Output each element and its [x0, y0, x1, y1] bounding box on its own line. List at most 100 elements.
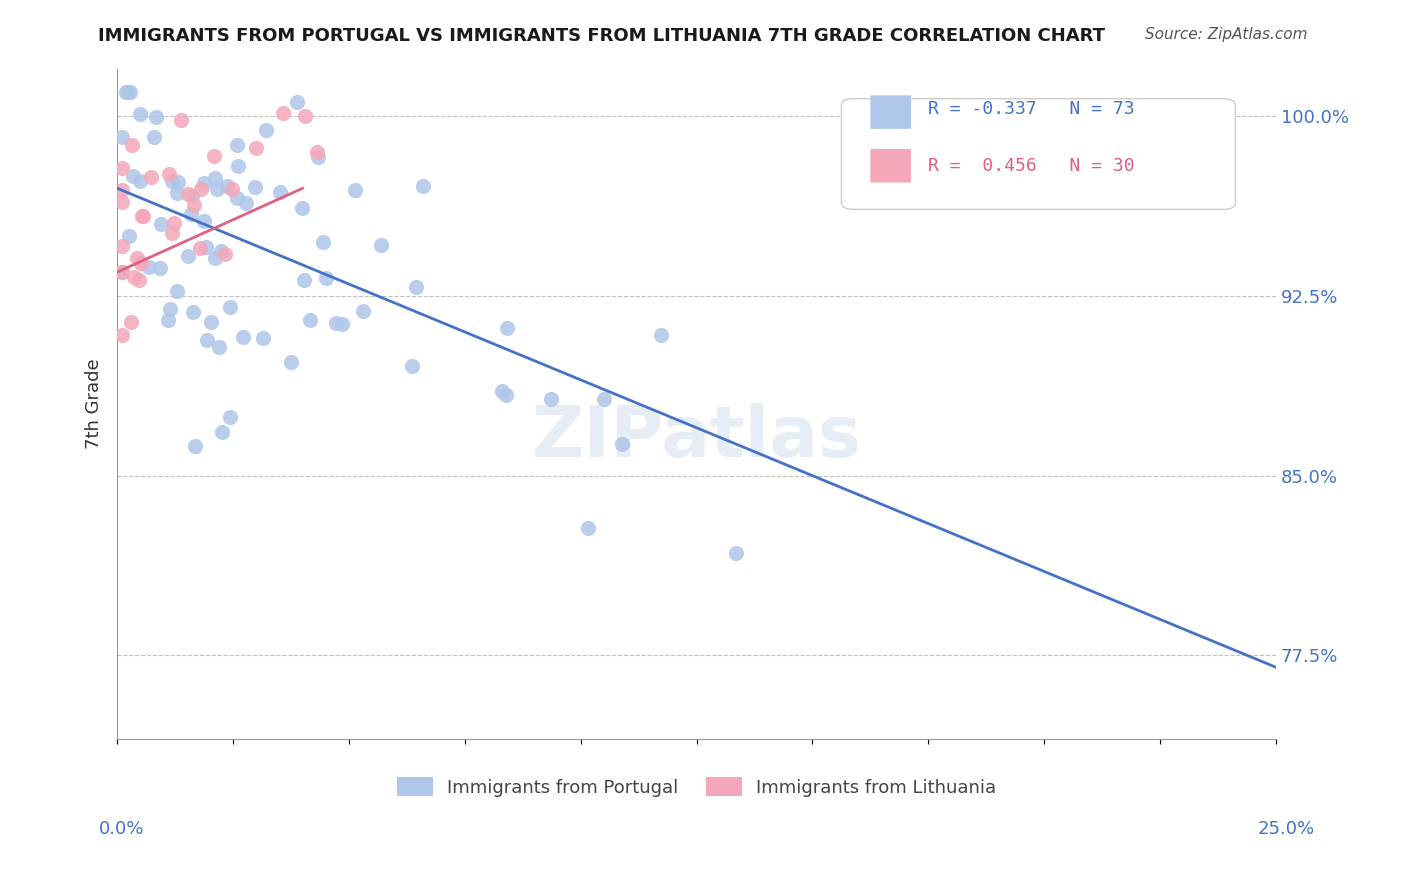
- Point: [325, 317, 347, 331]
- Point: [180, 206, 202, 220]
- Point: [121, 138, 143, 153]
- Point: [208, 340, 231, 354]
- Point: [315, 271, 337, 285]
- Point: [120, 315, 142, 329]
- Point: [117, 86, 139, 100]
- Text: 25.0%: 25.0%: [1257, 820, 1315, 838]
- Text: 0.0%: 0.0%: [98, 820, 143, 838]
- Point: [226, 137, 249, 152]
- Point: [181, 189, 204, 203]
- Point: [226, 159, 249, 173]
- Point: [190, 182, 212, 196]
- Point: [138, 260, 160, 274]
- Point: [129, 107, 152, 121]
- Point: [232, 330, 254, 344]
- Point: [495, 388, 517, 402]
- Point: [221, 181, 243, 195]
- Point: [245, 140, 267, 154]
- Point: [307, 150, 329, 164]
- Point: [132, 210, 155, 224]
- Point: [188, 241, 211, 255]
- Point: [162, 226, 184, 240]
- Point: [122, 169, 145, 184]
- Point: [166, 186, 188, 200]
- Point: [184, 439, 207, 453]
- Point: [215, 179, 238, 194]
- Point: [177, 249, 200, 263]
- Point: [292, 273, 315, 287]
- FancyBboxPatch shape: [870, 95, 911, 128]
- Point: [169, 113, 191, 128]
- Point: [193, 177, 215, 191]
- Point: [271, 105, 294, 120]
- Point: [111, 328, 134, 343]
- Point: [166, 285, 188, 299]
- Point: [167, 175, 190, 189]
- Point: [202, 149, 225, 163]
- Point: [412, 179, 434, 194]
- Point: [111, 161, 134, 175]
- Text: R = -0.337   N = 73: R = -0.337 N = 73: [928, 100, 1135, 118]
- Point: [252, 331, 274, 345]
- Point: [118, 229, 141, 244]
- Point: [491, 384, 513, 398]
- Point: [401, 359, 423, 374]
- Point: [405, 280, 427, 294]
- Point: [111, 265, 134, 279]
- Point: [254, 122, 277, 136]
- Point: [129, 256, 152, 270]
- Point: [115, 86, 138, 100]
- Text: IMMIGRANTS FROM PORTUGAL VS IMMIGRANTS FROM LITHUANIA 7TH GRADE CORRELATION CHAR: IMMIGRANTS FROM PORTUGAL VS IMMIGRANTS F…: [98, 27, 1105, 45]
- Point: [218, 409, 240, 424]
- Point: [211, 425, 233, 440]
- Point: [200, 315, 222, 329]
- Point: [111, 182, 134, 196]
- Point: [219, 300, 242, 314]
- Point: [193, 214, 215, 228]
- Point: [204, 170, 226, 185]
- Point: [111, 194, 134, 209]
- Point: [307, 145, 329, 160]
- Point: [162, 174, 184, 188]
- Point: [540, 392, 562, 407]
- Point: [650, 328, 672, 343]
- Point: [195, 333, 218, 347]
- Point: [226, 191, 249, 205]
- Point: [183, 198, 205, 212]
- Point: [576, 521, 599, 535]
- Legend: Immigrants from Portugal, Immigrants from Lithuania: Immigrants from Portugal, Immigrants fro…: [389, 770, 1004, 804]
- Point: [725, 546, 748, 560]
- Point: [143, 130, 166, 145]
- Point: [120, 86, 142, 100]
- Point: [209, 244, 232, 258]
- Point: [163, 216, 186, 230]
- Point: [139, 169, 162, 184]
- Point: [131, 210, 153, 224]
- Point: [205, 182, 228, 196]
- Point: [352, 304, 374, 318]
- Point: [181, 305, 204, 319]
- Point: [111, 265, 134, 279]
- Point: [204, 251, 226, 265]
- Point: [125, 251, 148, 265]
- Point: [343, 183, 366, 197]
- Text: ZIPatlas: ZIPatlas: [531, 403, 862, 472]
- Point: [330, 317, 353, 331]
- Point: [291, 201, 314, 215]
- Text: Source: ZipAtlas.com: Source: ZipAtlas.com: [1144, 27, 1308, 42]
- Point: [111, 239, 134, 253]
- Point: [294, 109, 316, 123]
- Y-axis label: 7th Grade: 7th Grade: [86, 359, 103, 450]
- Point: [496, 321, 519, 335]
- Point: [235, 196, 257, 211]
- Point: [159, 167, 181, 181]
- Point: [214, 246, 236, 260]
- Text: R =  0.456   N = 30: R = 0.456 N = 30: [928, 157, 1135, 175]
- Point: [149, 260, 172, 275]
- Point: [610, 437, 633, 451]
- FancyBboxPatch shape: [870, 149, 911, 183]
- Point: [592, 392, 614, 406]
- Point: [128, 273, 150, 287]
- Point: [370, 238, 392, 252]
- Point: [177, 186, 200, 201]
